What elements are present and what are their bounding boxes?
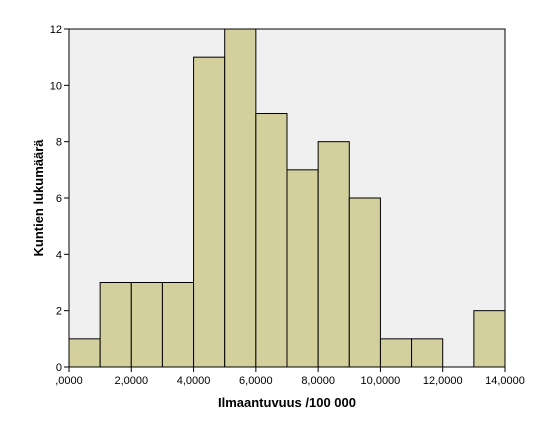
- x-tick-label: 10,0000: [361, 375, 401, 387]
- x-tick-label: ,0000: [55, 375, 83, 387]
- y-tick-label: 10: [50, 80, 62, 92]
- histogram-bar-1: [99, 282, 132, 368]
- x-tick-label: 8,0000: [301, 375, 335, 387]
- x-tick-label: 2,0000: [114, 375, 148, 387]
- histogram-bar-8: [317, 141, 350, 368]
- histogram-bar-6: [255, 113, 288, 368]
- x-axis-title: Ilmaantuvuus /100 000: [218, 395, 356, 410]
- histogram-bar-7: [286, 169, 319, 368]
- histogram-bar-10: [379, 338, 413, 368]
- x-tick-label: 4,0000: [177, 375, 211, 387]
- y-tick-label: 2: [56, 306, 62, 318]
- histogram-bar-9: [348, 197, 381, 368]
- y-tick-label: 4: [56, 249, 62, 261]
- y-tick-label: 8: [56, 137, 62, 149]
- y-axis-title: Kuntien lukumäärä: [31, 139, 46, 257]
- histogram-bar-0: [68, 338, 101, 368]
- x-axis: ,0000 2,0000 4,0000 6,0000 8,0000 10,0000 12,0…: [55, 367, 525, 387]
- bars-group: [68, 28, 506, 368]
- y-tick-label: 6: [56, 193, 62, 205]
- histogram-bar-11: [411, 338, 444, 368]
- y-axis: 0 2 4 6 8 10 12: [50, 24, 69, 374]
- x-tick-label: 12,0000: [423, 375, 463, 387]
- histogram-bar-2: [130, 282, 163, 368]
- y-tick-label: 0: [56, 362, 62, 374]
- histogram-bar-4: [193, 56, 226, 368]
- histogram-bar-13: [473, 310, 506, 368]
- histogram-bar-3: [161, 282, 195, 368]
- histogram-bar-5: [224, 28, 257, 368]
- x-tick-label: 14,0000: [485, 375, 525, 387]
- x-tick-label: 6,0000: [239, 375, 273, 387]
- y-tick-label: 12: [50, 24, 62, 36]
